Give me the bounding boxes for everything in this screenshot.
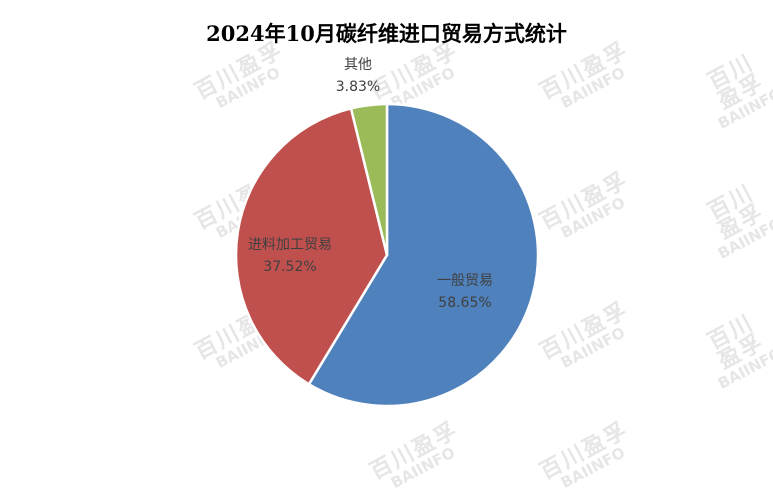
pie-slice-1 <box>234 106 389 386</box>
pie-slice-2 <box>349 102 389 256</box>
slice-name: 一般贸易 <box>437 273 493 289</box>
pie-chart <box>234 102 540 408</box>
slice-label-other: 其他 3.83% <box>318 54 398 98</box>
chart-title: 2024年10月碳纤维进口贸易方式统计 <box>206 21 567 46</box>
slice-label-general-trade: 一般贸易 58.65% <box>415 270 515 314</box>
slice-name: 其他 <box>344 57 372 73</box>
slice-value: 58.65% <box>438 295 492 311</box>
slice-label-processing-trade: 进料加工贸易 37.52% <box>230 234 350 278</box>
slice-value: 3.83% <box>335 79 381 95</box>
pie-slice-0 <box>307 102 540 408</box>
slice-value: 37.52% <box>263 259 317 275</box>
slice-name: 进料加工贸易 <box>248 237 332 253</box>
